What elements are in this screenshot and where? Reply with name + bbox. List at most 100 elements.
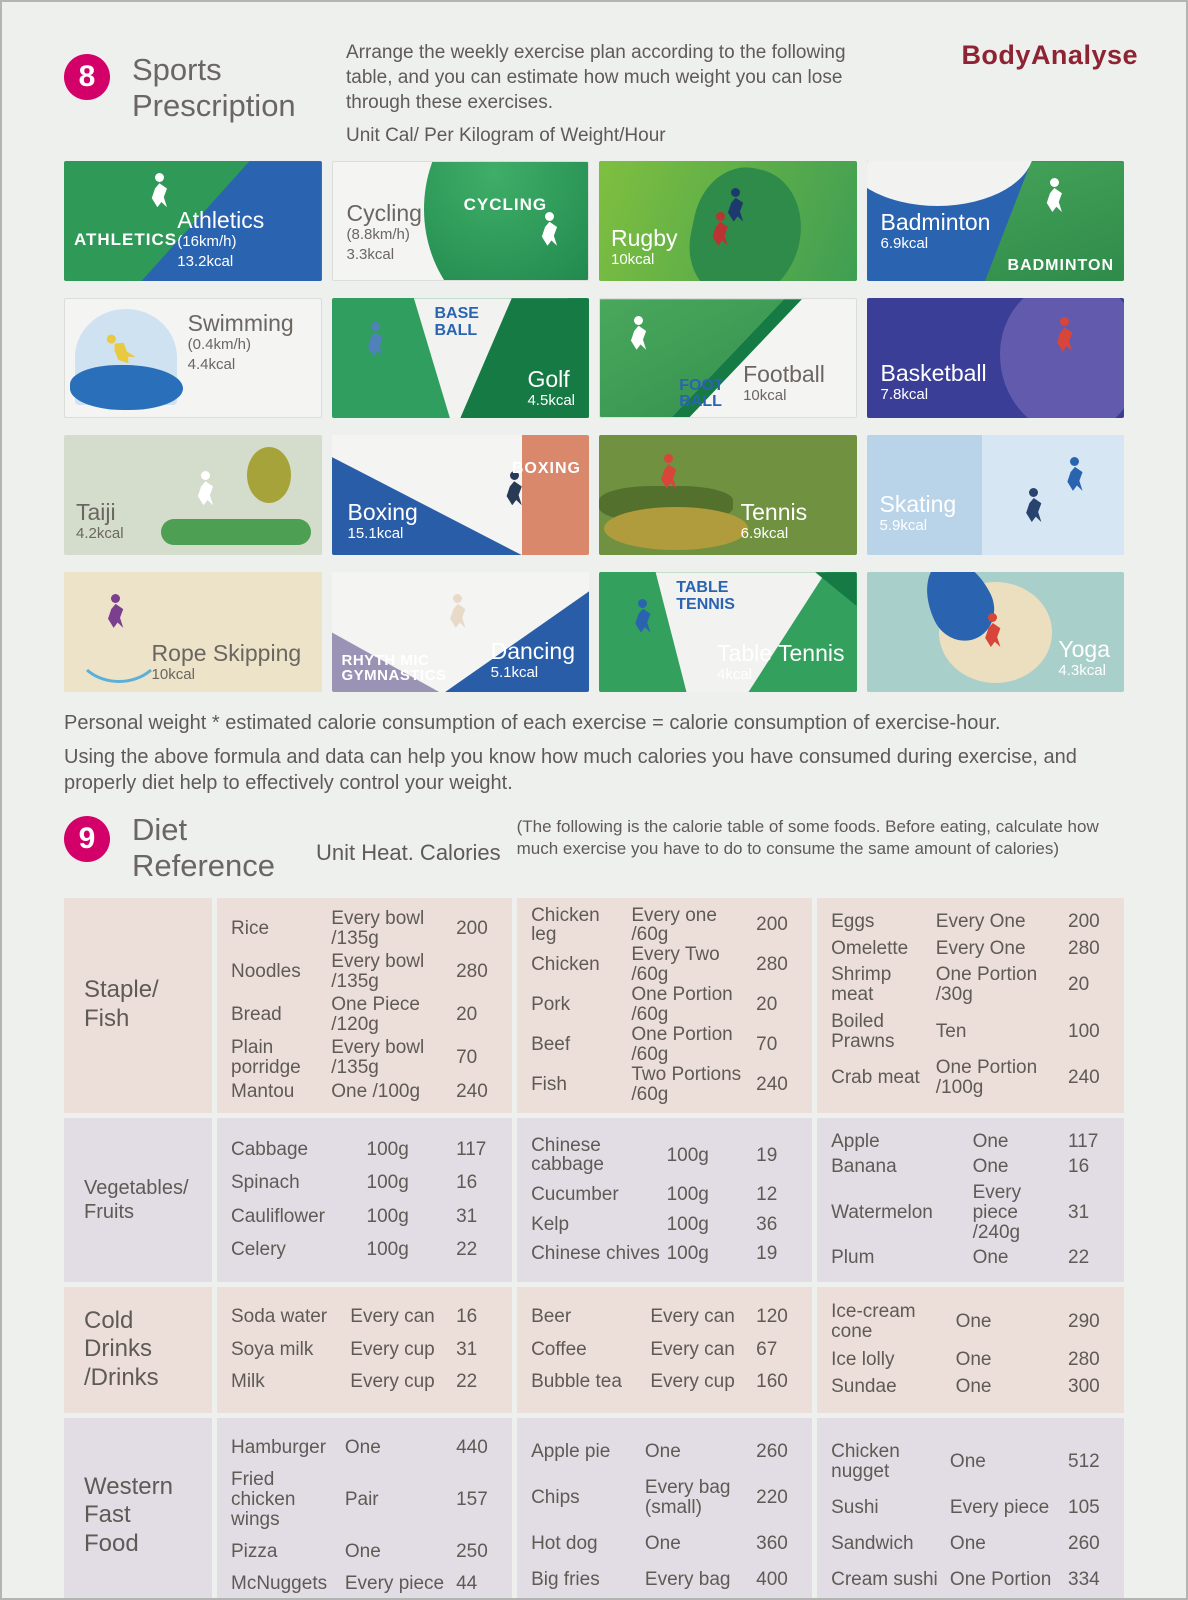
sport-name: Taiji [76, 498, 116, 525]
food-calories: 44 [456, 1572, 478, 1594]
football-caption: Football 10kcal [743, 360, 825, 406]
badminton-caption: Badminton 6.9kcal [880, 209, 991, 254]
diet-item-row: Chicken leg Every one /60g 200 [531, 905, 802, 946]
sport-kcal: 4.2kcal [76, 524, 124, 542]
food-portion: One Portion /100g [935, 1057, 1038, 1099]
food-calories: 36 [756, 1213, 778, 1235]
food-portion: Every cup [350, 1371, 435, 1393]
food-portion: Every cup [350, 1338, 435, 1360]
food-calories: 31 [1068, 1201, 1090, 1223]
food-portion: One Piece /120g [331, 994, 421, 1036]
diet-group-cold-drinks: Cold Drinks /Drinks Soda water Every can… [64, 1286, 1124, 1413]
diet-items-column: Rice Every bowl /135g 200 Noodles Every … [217, 897, 513, 1113]
food-portion: 100g [666, 1144, 709, 1166]
food-name: Chicken [531, 954, 600, 976]
food-portion: One [972, 1156, 1009, 1178]
athletics-caption: Athletics (16km/h) 13.2kcal [177, 208, 264, 271]
food-name: Omelette [831, 937, 909, 959]
food-calories: 360 [756, 1532, 788, 1554]
food-name: Sushi [831, 1496, 879, 1518]
sports-unit-label: Unit Cal/ Per Kilogram of Weight/Hour [346, 125, 666, 147]
diet-table: Staple/ Fish Rice Every bowl /135g 200 N… [64, 897, 1124, 1598]
football-banner-text: FOOT BALL [679, 376, 724, 411]
food-calories: 260 [756, 1440, 788, 1462]
rope-skipper-figure-icon [103, 594, 129, 628]
runner-figure-icon [146, 173, 172, 207]
sport-card-rugby: Rugby 10kcal [599, 161, 857, 282]
sport-detail: (0.4km/h) [187, 336, 251, 354]
tennis-court-shape [604, 507, 749, 551]
sport-detail: (16km/h) [177, 233, 237, 251]
diet-group-label: Cold Drinks /Drinks [64, 1286, 212, 1413]
diet-item-row: Kelp 100g 36 [531, 1213, 802, 1235]
diet-item-row: Mantou One /100g 240 [231, 1080, 502, 1102]
food-calories: 16 [1068, 1156, 1090, 1178]
dancing-caption: Dancing 5.1kcal [491, 638, 575, 683]
diet-item-row: Celery 100g 22 [231, 1240, 502, 1260]
diet-items-column: Chinese cabbage 100g 19 Cucumber 100g 12… [517, 1117, 813, 1282]
food-name: Eggs [831, 911, 875, 933]
food-name: Chips [531, 1486, 580, 1508]
food-portion: One [949, 1450, 986, 1472]
badminton-curve-shape [866, 161, 1034, 206]
basketball-player-figure-icon [1052, 317, 1078, 351]
swimming-caption: Swimming (0.4km/h) 4.4kcal [188, 311, 294, 374]
diet-item-row: Apple pie One 260 [531, 1442, 802, 1462]
food-calories: 22 [456, 1239, 478, 1261]
food-name: Bread [231, 1004, 282, 1026]
food-portion: Every One [935, 911, 1026, 933]
food-portion: One [344, 1540, 381, 1562]
table-tennis-player-figure-icon [630, 599, 656, 633]
diet-item-row: Omelette Every One 280 [831, 937, 1114, 959]
sport-name: Boxing [347, 498, 418, 525]
food-name: Noodles [231, 960, 301, 982]
food-name: Pizza [231, 1540, 278, 1562]
food-name: Beef [531, 1034, 571, 1056]
food-calories: 280 [1068, 1348, 1100, 1370]
food-portion: Every bag [644, 1568, 731, 1590]
food-name: Hot dog [531, 1532, 598, 1554]
food-portion: One /100g [331, 1080, 421, 1102]
sports-description: Arrange the weekly exercise plan accordi… [346, 42, 846, 114]
diet-item-row: Eggs Every One 200 [831, 912, 1114, 932]
food-calories: 280 [756, 954, 788, 976]
food-calories: 160 [756, 1371, 788, 1393]
sport-card-rope-skipping: Rope Skipping 10kcal [64, 572, 322, 693]
food-portion: 100g [366, 1239, 409, 1261]
sport-card-boxing: BOXING Boxing 15.1kcal [331, 435, 589, 556]
food-name: Soda water [231, 1306, 328, 1328]
golf-caption: Golf 4.5kcal [527, 365, 575, 411]
diet-item-row: Hamburger One 440 [231, 1438, 502, 1458]
food-calories: 20 [456, 1004, 478, 1026]
food-name: Chinese chives [531, 1243, 660, 1265]
food-calories: 19 [756, 1243, 778, 1265]
diet-item-row: Cauliflower 100g 31 [231, 1205, 502, 1227]
food-calories: 200 [756, 914, 788, 936]
diet-item-row: Chips Every bag (small) 220 [531, 1478, 802, 1518]
sport-kcal: 5.9kcal [879, 516, 928, 534]
food-portion: One [955, 1376, 992, 1398]
food-portion: Every bowl /135g [331, 1037, 425, 1079]
food-portion: One [972, 1130, 1009, 1152]
food-name: Cauliflower [231, 1205, 325, 1227]
diet-item-row: Milk Every cup 22 [231, 1372, 502, 1392]
food-name: Rice [231, 917, 270, 939]
food-name: Pork [531, 994, 571, 1016]
food-name: Plain porridge [231, 1037, 301, 1079]
skater-figure-icon [1062, 457, 1088, 491]
diet-group-label: Vegetables/ Fruits [64, 1117, 212, 1282]
sport-name: Golf [527, 365, 570, 392]
food-portion: Every One [935, 937, 1026, 959]
table-tennis-caption: Table Tennis 4kcal [717, 640, 844, 685]
diet-item-row: Apple One 117 [831, 1130, 1114, 1152]
food-name: Chicken nugget [831, 1440, 900, 1482]
diet-item-row: Watermelon Every piece /240g 31 [831, 1182, 1114, 1243]
food-portion: Ten [935, 1020, 967, 1042]
food-portion: 100g [366, 1205, 409, 1227]
food-name: Spinach [231, 1172, 300, 1194]
food-calories: 300 [1068, 1376, 1100, 1398]
sport-name: Football [743, 360, 825, 387]
sport-kcal: 6.9kcal [880, 234, 929, 252]
sport-kcal: 6.9kcal [740, 524, 789, 542]
food-name: Soya milk [231, 1338, 314, 1360]
